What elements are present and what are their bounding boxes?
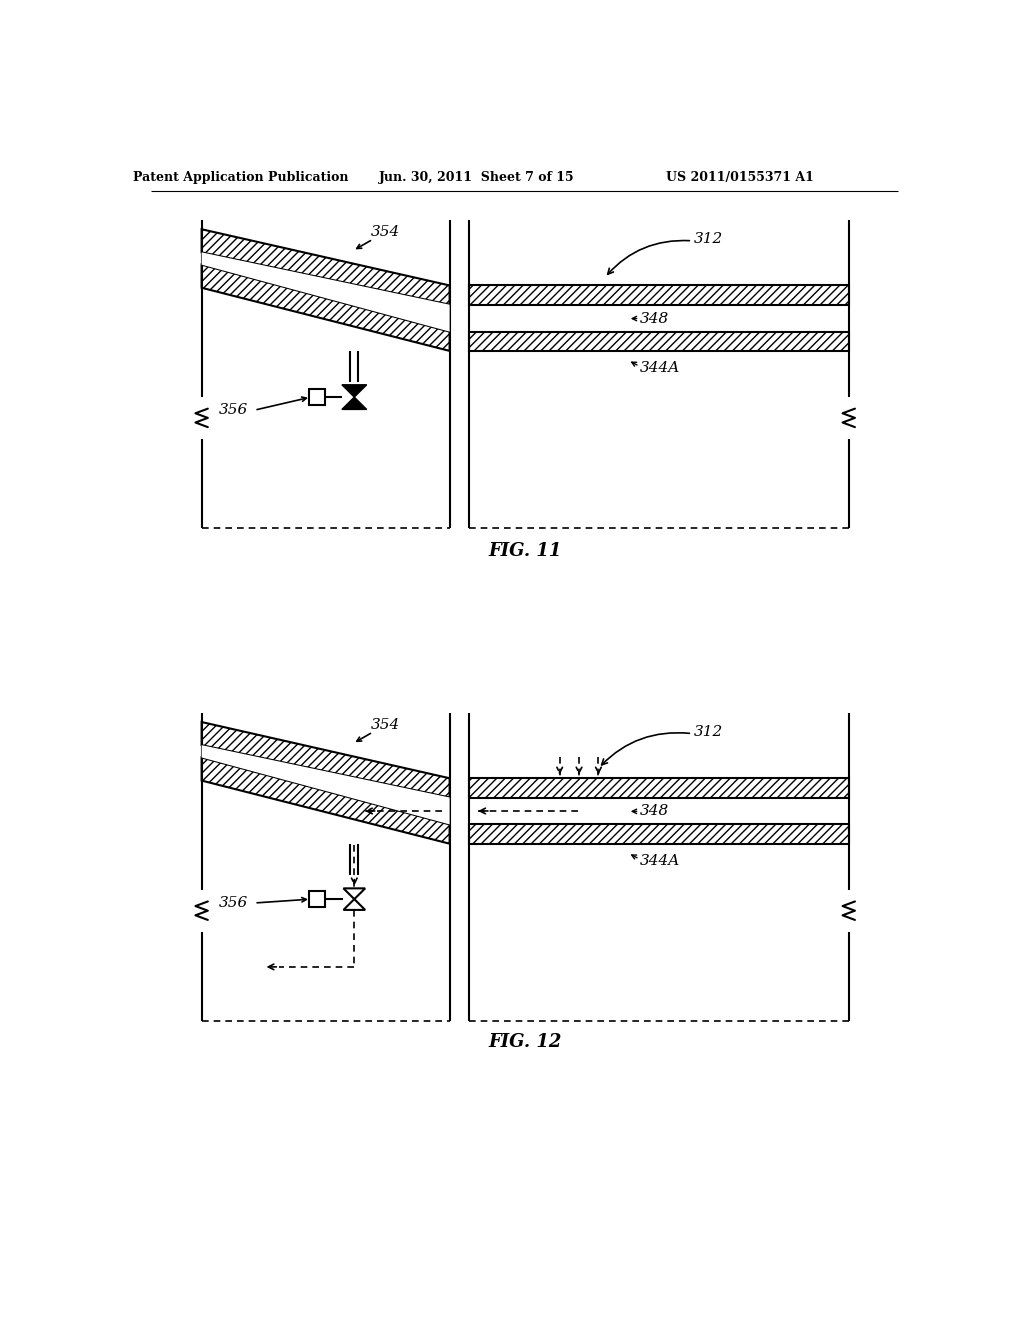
- Polygon shape: [342, 397, 367, 409]
- Bar: [469, 825, 849, 843]
- Bar: [469, 331, 849, 351]
- Text: 312: 312: [693, 232, 723, 247]
- Bar: [309, 891, 325, 907]
- Text: FIG. 12: FIG. 12: [488, 1034, 561, 1051]
- Polygon shape: [343, 899, 366, 909]
- Polygon shape: [202, 230, 450, 305]
- Text: 312: 312: [693, 725, 723, 739]
- Text: 356: 356: [219, 896, 248, 909]
- Polygon shape: [343, 888, 366, 899]
- Polygon shape: [202, 758, 450, 843]
- Text: 354: 354: [371, 718, 399, 733]
- Polygon shape: [202, 252, 450, 331]
- Polygon shape: [202, 722, 450, 797]
- Text: 344A: 344A: [640, 854, 680, 867]
- Text: FIG. 11: FIG. 11: [488, 543, 561, 560]
- Text: 348: 348: [640, 804, 669, 818]
- Text: 356: 356: [219, 403, 248, 417]
- Bar: [309, 389, 325, 405]
- Bar: [469, 779, 849, 797]
- Polygon shape: [342, 385, 367, 397]
- Polygon shape: [202, 264, 450, 351]
- Bar: [469, 285, 849, 305]
- Polygon shape: [202, 744, 450, 825]
- Text: Jun. 30, 2011  Sheet 7 of 15: Jun. 30, 2011 Sheet 7 of 15: [379, 172, 574, 185]
- Text: 348: 348: [640, 312, 669, 326]
- Text: 344A: 344A: [640, 360, 680, 375]
- Text: US 2011/0155371 A1: US 2011/0155371 A1: [667, 172, 814, 185]
- Text: Patent Application Publication: Patent Application Publication: [133, 172, 348, 185]
- Text: 354: 354: [371, 226, 399, 239]
